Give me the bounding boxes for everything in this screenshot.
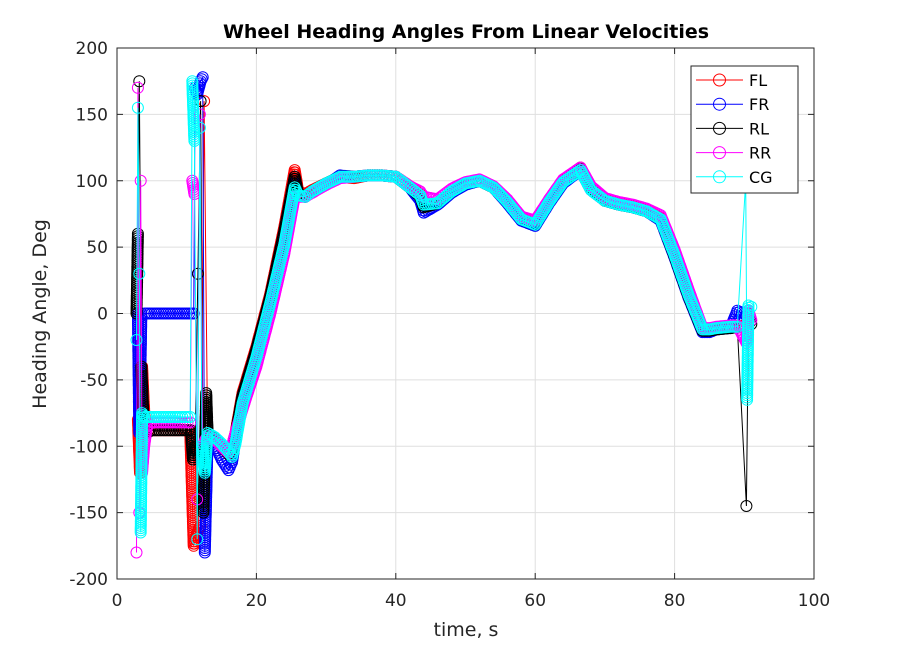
legend-marker: [713, 170, 726, 184]
y-tick-label: 150: [76, 105, 108, 125]
data-point: [184, 411, 197, 423]
data-point: [189, 440, 202, 453]
data-point: [590, 188, 603, 201]
data-point: [130, 334, 143, 346]
y-tick-label: -150: [69, 504, 108, 524]
data-point: [181, 411, 194, 423]
y-tick-label: 0: [97, 305, 108, 325]
data-point: [393, 173, 406, 186]
legend-marker: [713, 121, 726, 135]
data-point: [191, 533, 204, 546]
data-point: [343, 170, 356, 183]
data-point: [588, 187, 601, 200]
data-point: [391, 172, 404, 185]
data-point: [133, 75, 146, 88]
data-point: [196, 71, 209, 84]
series-cg: [130, 75, 758, 546]
data-point: [193, 121, 206, 134]
data-point: [554, 179, 567, 192]
data-point: [145, 411, 158, 423]
data-point: [334, 170, 346, 183]
x-axis-label: time, s: [434, 619, 499, 641]
data-point: [496, 191, 509, 204]
legend-label: CG: [749, 168, 773, 187]
x-tick-label: 20: [246, 591, 268, 611]
y-axis-label: Heading Angle, Deg: [29, 219, 51, 409]
x-tick-label: 40: [385, 591, 407, 611]
data-point: [134, 174, 147, 187]
data-point: [133, 267, 146, 280]
data-point: [130, 546, 143, 559]
y-tick-label: -200: [69, 570, 108, 590]
data-point: [187, 307, 200, 320]
data-point: [373, 169, 386, 182]
data-point: [493, 187, 506, 200]
data-point: [488, 183, 501, 195]
series-layer: [130, 71, 758, 559]
y-tick-label: 50: [86, 238, 108, 258]
data-point: [173, 307, 186, 320]
data-point: [403, 181, 416, 194]
data-point: [405, 183, 418, 195]
legend-box: [690, 65, 799, 194]
data-point: [176, 411, 189, 423]
data-point: [495, 189, 508, 202]
data-point: [487, 181, 500, 194]
data-point: [740, 500, 753, 512]
legend: FL FR RL RR CG: [690, 65, 799, 194]
data-point: [145, 307, 158, 320]
data-point: [138, 411, 151, 423]
data-point: [492, 186, 504, 199]
data-point: [364, 169, 377, 182]
data-point: [143, 411, 156, 423]
data-point: [194, 95, 207, 108]
data-point: [401, 179, 414, 192]
data-point: [490, 184, 503, 197]
data-point: [155, 411, 168, 423]
legend-label: RL: [749, 119, 769, 138]
y-tick-label: 200: [76, 39, 108, 59]
y-tick-label: -100: [69, 437, 108, 457]
data-point: [399, 178, 412, 191]
data-point: [191, 267, 204, 280]
legend-marker: [713, 146, 726, 160]
data-point: [745, 300, 758, 313]
data-point: [193, 108, 206, 121]
axes: 0 20 40 60 80 100 -200 -150 -100 -50 0 50 100 150 200: [69, 39, 830, 611]
legend-label: FL: [749, 71, 767, 90]
data-point: [188, 134, 201, 147]
chart-title: Wheel Heading Angles From Linear Velocit…: [223, 21, 709, 43]
data-point: [155, 307, 168, 320]
legend-marker: [713, 73, 726, 87]
legend-label: FR: [749, 95, 769, 114]
data-point: [742, 299, 755, 312]
x-tick-label: 60: [524, 591, 546, 611]
data-point: [141, 411, 153, 423]
y-tick-label: -50: [80, 371, 108, 391]
data-point: [407, 184, 420, 197]
data-point: [131, 81, 144, 94]
data-point: [131, 101, 144, 114]
legend-marker: [713, 97, 726, 111]
data-point: [179, 411, 191, 423]
data-point: [389, 170, 402, 183]
data-point: [164, 307, 177, 320]
legend-label: RR: [749, 144, 771, 163]
x-tick-label: 100: [798, 591, 830, 611]
y-tick-label: 100: [76, 172, 108, 192]
x-tick-label: 0: [112, 591, 123, 611]
x-tick-label: 80: [664, 591, 686, 611]
data-point: [164, 411, 177, 423]
